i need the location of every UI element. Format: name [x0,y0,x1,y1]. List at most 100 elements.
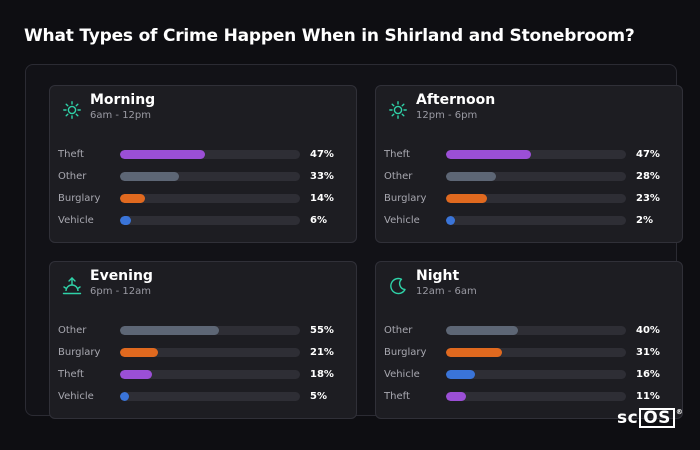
bar-label: Theft [384,391,410,402]
bar-track [446,172,626,181]
bar-value-label: 33% [310,171,334,182]
card-title: Afternoon [416,92,496,108]
card-night: Night 12am - 6am Other 40% Burglary 31% Vehi… [375,261,683,419]
card-morning: Morning 6am - 12pm Theft 47% Other 33% Burgl… [49,85,357,243]
bar-track [120,348,300,357]
bar [120,172,180,181]
bar [120,216,131,225]
bar-value-label: 23% [636,193,660,204]
bar-value-label: 31% [636,347,660,358]
bar-track [120,370,300,379]
bar [120,392,129,401]
bar-track [446,370,626,379]
bar-row: Other 33% [58,170,350,184]
bar-value-label: 6% [310,215,327,226]
moon-icon [390,277,406,295]
bar-row: Theft 18% [58,368,350,382]
sun-icon [389,101,407,119]
bar-track [120,216,300,225]
bar-value-label: 5% [310,391,327,402]
bar-track [120,392,300,401]
bar-label: Burglary [384,347,427,358]
bar-track [120,326,300,335]
bar-label: Burglary [384,193,427,204]
bar-label: Burglary [58,193,101,204]
bar-track [446,194,626,203]
logo-box: OS [639,408,675,428]
bar [120,150,205,159]
bar-row: Other 28% [384,170,676,184]
bar-row: Vehicle 2% [384,214,676,228]
bar-value-label: 21% [310,347,334,358]
bar-track [446,392,626,401]
logo-mark: ® [675,408,684,416]
bar-value-label: 55% [310,325,334,336]
bar-row: Vehicle 16% [384,368,676,382]
bar-row: Other 40% [384,324,676,338]
sun-icon [63,101,81,119]
bar-value-label: 16% [636,369,660,380]
logo-prefix: sc [617,408,639,428]
bar-label: Burglary [58,347,101,358]
bar-track [446,150,626,159]
bar [446,370,475,379]
card-title: Morning [90,92,156,108]
card-subtitle: 12pm - 6pm [416,110,478,121]
bar [120,370,153,379]
bar-track [120,172,300,181]
bar-track [120,150,300,159]
bar-row: Theft 11% [384,390,676,404]
bar-label: Theft [58,369,84,380]
bar [446,216,455,225]
bar [120,194,146,203]
bar [446,326,518,335]
bar-label: Other [58,325,87,336]
bar [120,326,219,335]
bar-row: Burglary 21% [58,346,350,360]
card-subtitle: 6pm - 12am [90,286,152,297]
bar-label: Vehicle [58,391,94,402]
bar-label: Other [384,325,413,336]
bar-value-label: 14% [310,193,334,204]
bar-value-label: 47% [310,149,334,160]
bar-label: Other [384,171,413,182]
bar [446,194,488,203]
bar-value-label: 28% [636,171,660,182]
card-evening: Evening 6pm - 12am Other 55% Burglary 21% Th… [49,261,357,419]
bar-row: Theft 47% [384,148,676,162]
bar-row: Burglary 14% [58,192,350,206]
bar-label: Vehicle [58,215,94,226]
card-afternoon: Afternoon 12pm - 6pm Theft 47% Other 28% Bur… [375,85,683,243]
sunset-icon [62,277,82,295]
bar [446,392,466,401]
card-subtitle: 12am - 6am [416,286,477,297]
bar-label: Vehicle [384,369,420,380]
bar-row: Other 55% [58,324,350,338]
bar-value-label: 11% [636,391,660,402]
card-subtitle: 6am - 12pm [90,110,152,121]
brand-logo: sc OS ® [617,408,683,428]
bar [120,348,158,357]
card-title: Night [416,268,460,284]
bar-label: Theft [384,149,410,160]
bar-value-label: 47% [636,149,660,160]
bar-label: Vehicle [384,215,420,226]
bar-label: Other [58,171,87,182]
bar-value-label: 40% [636,325,660,336]
bar-track [446,326,626,335]
bar-label: Theft [58,149,84,160]
page-title: What Types of Crime Happen When in Shirl… [24,26,635,46]
bar [446,348,502,357]
bar-row: Vehicle 5% [58,390,350,404]
bar-value-label: 18% [310,369,334,380]
bar-row: Vehicle 6% [58,214,350,228]
bar-track [446,348,626,357]
bar-value-label: 2% [636,215,653,226]
bar-row: Theft 47% [58,148,350,162]
card-title: Evening [90,268,153,284]
bar [446,172,497,181]
bar-row: Burglary 23% [384,192,676,206]
bar-track [120,194,300,203]
bar-track [446,216,626,225]
bar [446,150,531,159]
